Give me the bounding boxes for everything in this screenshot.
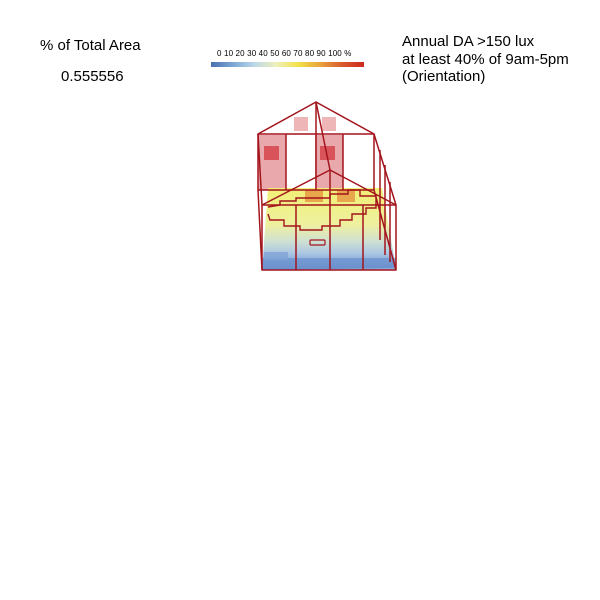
metric-value: 0.555556 [61, 68, 124, 85]
daylight-contour-island [309, 239, 326, 246]
building-wireframe [257, 101, 397, 271]
left-eave-line [257, 133, 263, 206]
back-wall-windows [258, 117, 343, 190]
title-line-1: Annual DA >150 lux [402, 33, 535, 50]
metric-label: % of Total Area [40, 37, 141, 54]
title-line-3: (Orientation) [402, 68, 486, 85]
floor-blue-patch-left [264, 252, 288, 260]
floor-orange-cell-1 [305, 190, 323, 202]
title-line-2: at least 40% of 9am-5pm [402, 50, 569, 68]
color-legend: 0 10 20 30 40 50 60 70 80 90 100 % [210, 49, 385, 71]
ridge-line [315, 101, 331, 171]
floor-daylight-map [262, 188, 396, 270]
window-back-left [258, 135, 286, 190]
left-base-line [257, 189, 263, 271]
legend-color-bar [211, 62, 364, 67]
window-gable-right [322, 117, 336, 131]
floor-orange-cell-2 [337, 190, 355, 202]
back-gable [257, 101, 375, 191]
window-back-right-core [320, 146, 335, 160]
window-gable-left [294, 117, 308, 131]
daylight-threshold-contour [267, 189, 377, 231]
chart-title: Annual DA >150 lux at least 40% of 9am-5… [402, 33, 569, 86]
window-back-left-core [264, 146, 279, 160]
legend-tick-labels: 0 10 20 30 40 50 60 70 80 90 100 % [217, 49, 352, 58]
